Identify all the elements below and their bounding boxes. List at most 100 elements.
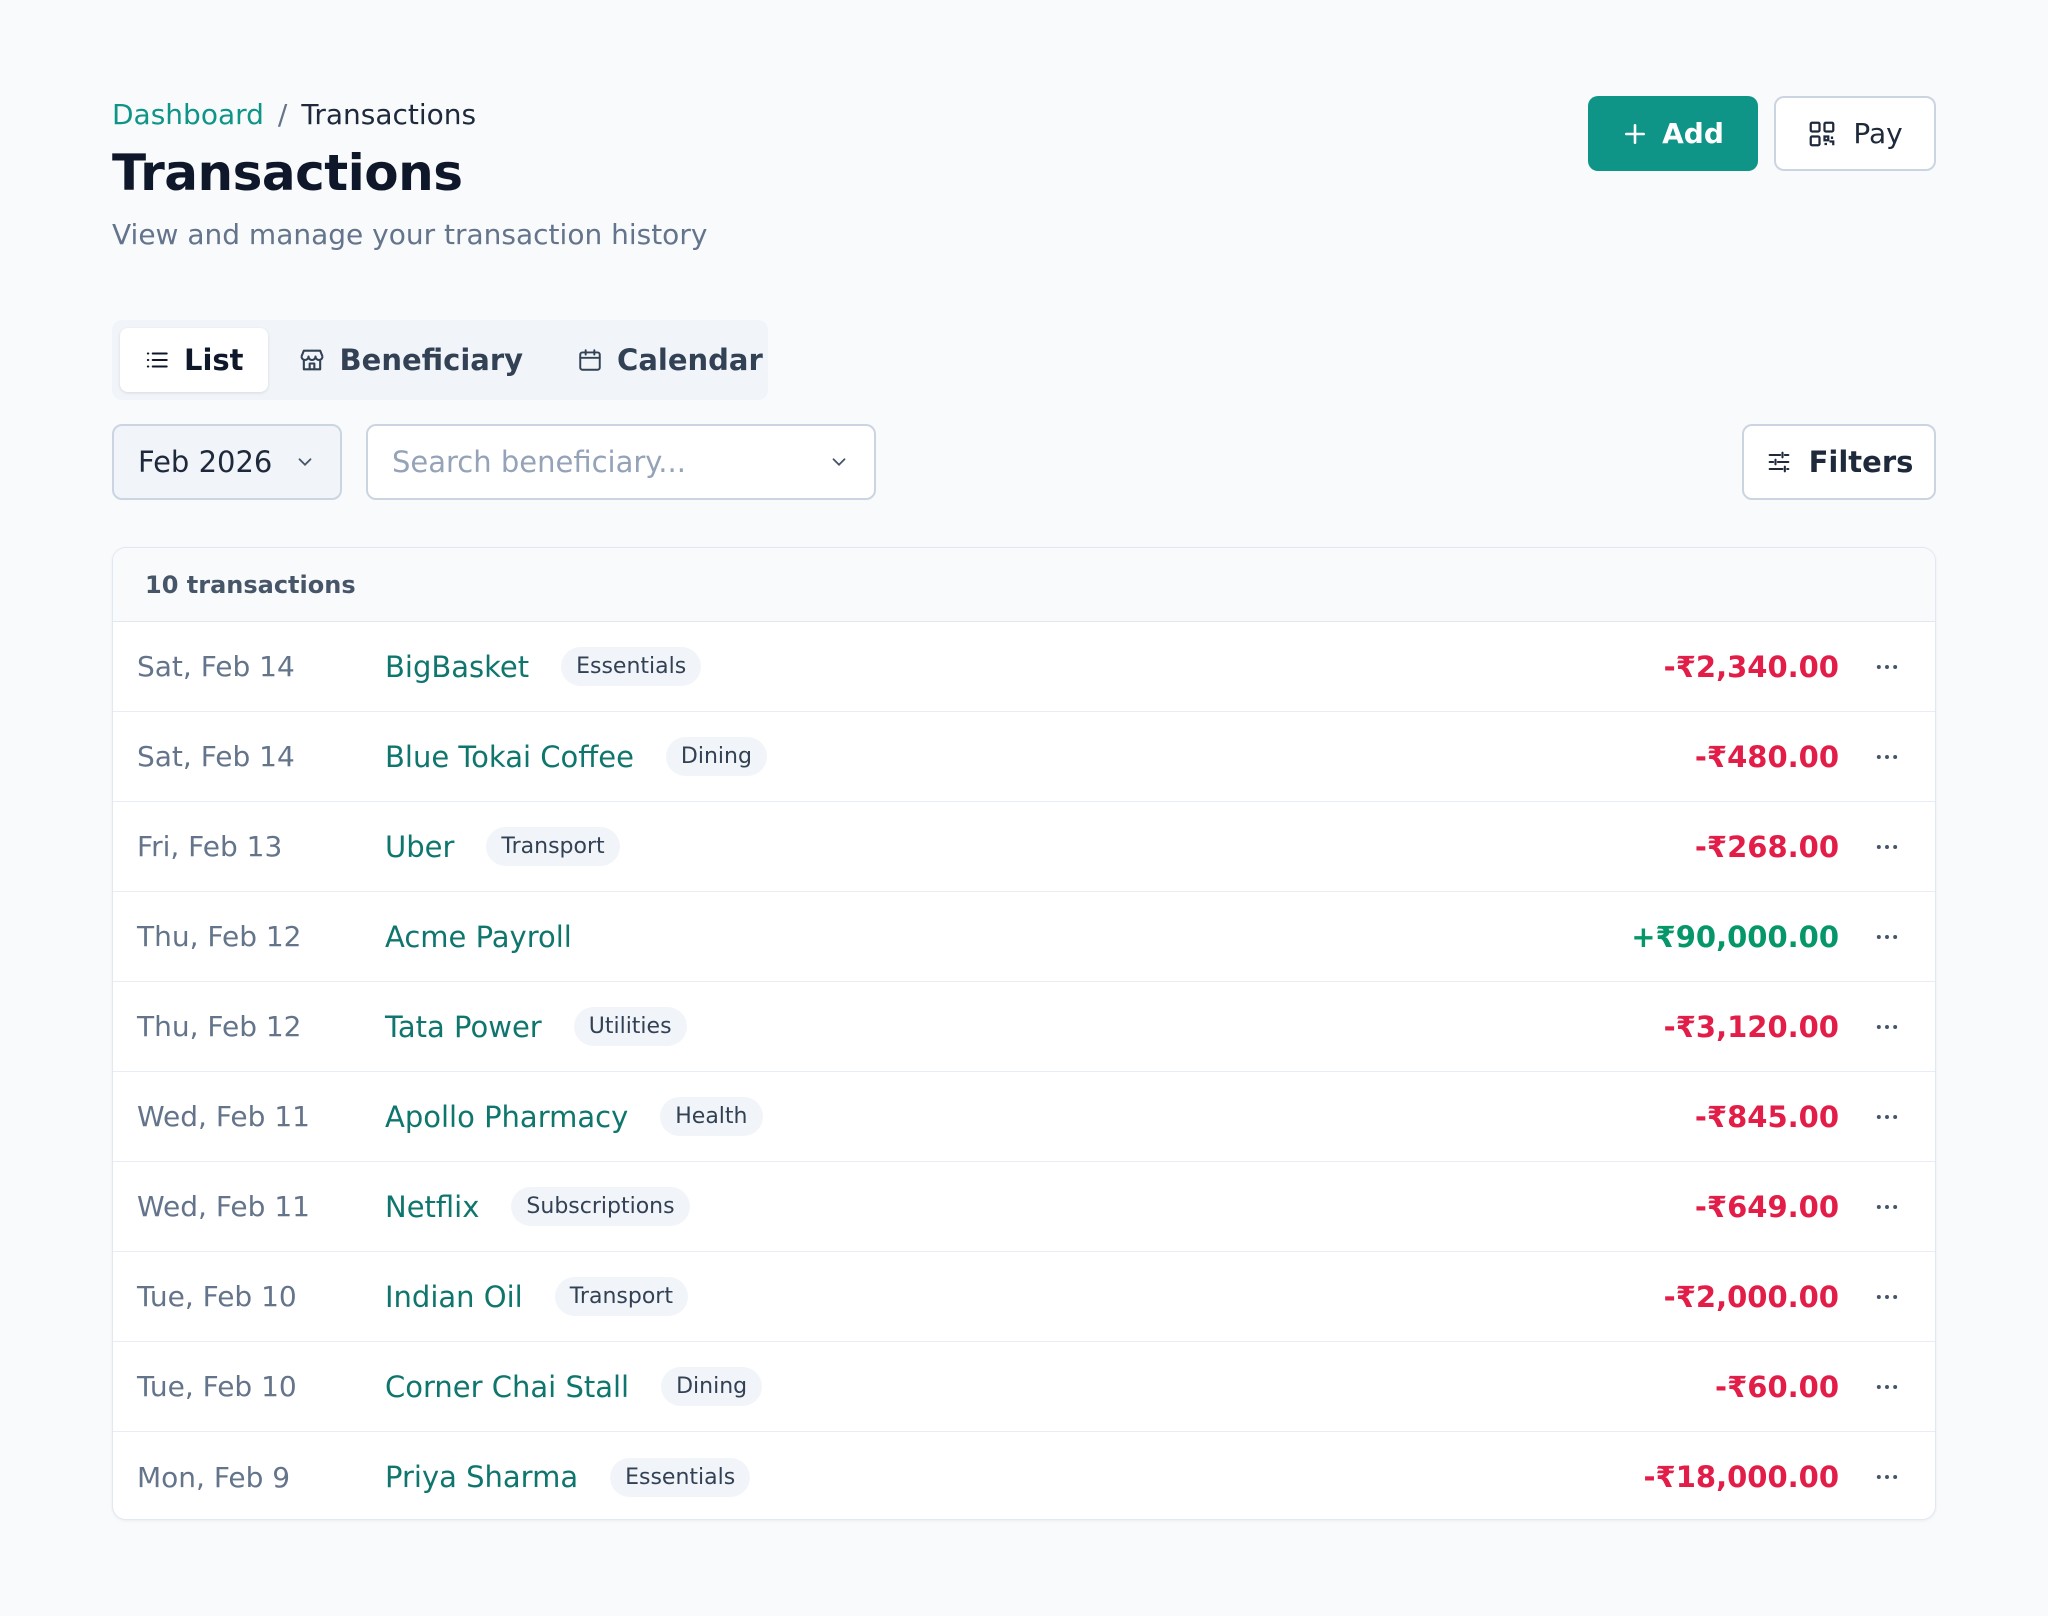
tab-calendar[interactable]: Calendar	[553, 328, 787, 392]
transaction-beneficiary: Apollo Pharmacy Health	[385, 1097, 763, 1136]
transaction-amount: -₹60.00	[1715, 1369, 1839, 1404]
row-menu-button[interactable]	[1867, 1457, 1907, 1497]
table-row[interactable]: Sat, Feb 14 BigBasket Essentials -₹2,340…	[113, 622, 1935, 712]
more-horizontal-icon	[1876, 664, 1898, 669]
table-row[interactable]: Mon, Feb 9 Priya Sharma Essentials -₹18,…	[113, 1432, 1935, 1519]
transaction-beneficiary: Acme Payroll	[385, 920, 572, 954]
pay-button[interactable]: Pay	[1774, 96, 1936, 171]
transaction-date: Fri, Feb 13	[137, 830, 283, 863]
category-tag: Health	[660, 1097, 763, 1136]
transaction-amount: -₹18,000.00	[1643, 1460, 1840, 1494]
transaction-date: Tue, Feb 10	[137, 1280, 297, 1313]
row-menu-button[interactable]	[1867, 647, 1907, 687]
transaction-date: Thu, Feb 12	[137, 920, 302, 953]
more-horizontal-icon	[1876, 1384, 1898, 1389]
tab-list-label: List	[184, 343, 244, 377]
beneficiary-link[interactable]: Corner Chai Stall	[385, 1369, 630, 1404]
category-tag: Essentials	[610, 1457, 751, 1497]
transaction-date: Thu, Feb 12	[137, 1010, 302, 1043]
list-icon	[146, 352, 168, 368]
row-menu-button[interactable]	[1867, 917, 1907, 957]
row-menu-button[interactable]	[1867, 1367, 1907, 1407]
transaction-amount: +₹90,000.00	[1631, 919, 1839, 954]
transaction-beneficiary: Uber Transport	[385, 827, 620, 866]
beneficiary-search-input[interactable]	[392, 445, 828, 479]
beneficiary-link[interactable]: Blue Tokai Coffee	[385, 739, 634, 774]
table-row[interactable]: Tue, Feb 10 Indian Oil Transport -₹2,000…	[113, 1252, 1935, 1342]
month-select[interactable]: Feb 2026	[112, 424, 342, 500]
tab-list[interactable]: List	[120, 328, 268, 392]
table-row[interactable]: Thu, Feb 12 Tata Power Utilities -₹3,120…	[113, 982, 1935, 1072]
category-tag: Dining	[665, 737, 767, 776]
breadcrumb-dashboard-link[interactable]: Dashboard	[112, 98, 264, 131]
category-tag: Dining	[661, 1367, 763, 1406]
transaction-date: Wed, Feb 11	[137, 1190, 310, 1223]
beneficiary-link[interactable]: BigBasket	[385, 649, 530, 684]
category-tag: Subscriptions	[511, 1187, 690, 1226]
table-row[interactable]: Thu, Feb 12 Acme Payroll +₹90,000.00	[113, 892, 1935, 982]
beneficiary-link[interactable]: Priya Sharma	[385, 1460, 579, 1494]
tab-beneficiary-label: Beneficiary	[339, 343, 524, 377]
row-menu-button[interactable]	[1867, 1187, 1907, 1227]
table-row[interactable]: Wed, Feb 11 Apollo Pharmacy Health -₹845…	[113, 1072, 1935, 1162]
transactions-table: 10 transactions Sat, Feb 14 BigBasket Es…	[112, 547, 1936, 1520]
beneficiary-link[interactable]: Netflix	[385, 1189, 480, 1224]
more-horizontal-icon	[1876, 1475, 1898, 1479]
beneficiary-link[interactable]: Indian Oil	[385, 1279, 523, 1314]
beneficiary-link[interactable]: Acme Payroll	[385, 919, 572, 954]
view-tabs: List Beneficiary Calendar	[112, 320, 768, 400]
breadcrumb-current: Transactions	[301, 98, 477, 131]
add-button[interactable]: Add	[1588, 96, 1758, 171]
month-select-value: Feb 2026	[138, 445, 273, 479]
category-tag: Transport	[486, 827, 620, 866]
beneficiary-link[interactable]: Apollo Pharmacy	[385, 1099, 629, 1134]
transaction-amount: -₹649.00	[1694, 1189, 1839, 1224]
transaction-beneficiary: Priya Sharma Essentials	[385, 1457, 751, 1497]
category-tag: Essentials	[561, 647, 702, 686]
row-menu-button[interactable]	[1867, 737, 1907, 777]
qr-code-icon	[1809, 121, 1835, 146]
transaction-beneficiary: Corner Chai Stall Dining	[385, 1367, 763, 1406]
row-menu-button[interactable]	[1867, 827, 1907, 867]
transaction-beneficiary: Blue Tokai Coffee Dining	[385, 737, 767, 776]
row-menu-button[interactable]	[1867, 1007, 1907, 1047]
more-horizontal-icon	[1876, 1294, 1898, 1299]
breadcrumb-separator: /	[277, 98, 288, 131]
transaction-date: Sat, Feb 14	[137, 740, 295, 773]
tab-beneficiary[interactable]: Beneficiary	[274, 328, 548, 392]
more-horizontal-icon	[1876, 1204, 1898, 1209]
chevron-down-icon[interactable]	[828, 451, 850, 473]
row-menu-button[interactable]	[1867, 1097, 1907, 1137]
pay-button-label: Pay	[1853, 117, 1903, 150]
transaction-amount: -₹2,000.00	[1663, 1279, 1839, 1314]
transaction-beneficiary: Netflix Subscriptions	[385, 1187, 690, 1226]
transaction-amount: -₹845.00	[1694, 1099, 1839, 1134]
transaction-amount: -₹480.00	[1694, 739, 1839, 774]
category-tag: Utilities	[573, 1007, 687, 1046]
row-menu-button[interactable]	[1867, 1277, 1907, 1317]
transaction-beneficiary: BigBasket Essentials	[385, 647, 702, 686]
more-horizontal-icon	[1876, 1114, 1898, 1119]
table-row[interactable]: Fri, Feb 13 Uber Transport -₹268.00	[113, 802, 1935, 892]
table-row[interactable]: Wed, Feb 11 Netflix Subscriptions -₹649.…	[113, 1162, 1935, 1252]
filters-button-label: Filters	[1808, 445, 1914, 479]
tab-calendar-label: Calendar	[617, 343, 763, 377]
table-row[interactable]: Sat, Feb 14 Blue Tokai Coffee Dining -₹4…	[113, 712, 1935, 802]
transaction-amount: -₹268.00	[1694, 829, 1839, 864]
more-horizontal-icon	[1876, 1024, 1898, 1029]
filters-button[interactable]: Filters	[1742, 424, 1936, 500]
table-row[interactable]: Tue, Feb 10 Corner Chai Stall Dining -₹6…	[113, 1342, 1935, 1432]
transaction-beneficiary: Indian Oil Transport	[385, 1277, 688, 1316]
plus-icon	[1625, 123, 1646, 144]
add-button-label: Add	[1662, 117, 1724, 150]
store-icon	[299, 349, 324, 371]
breadcrumb: Dashboard / Transactions	[112, 98, 476, 131]
transactions-count: 10 transactions	[113, 548, 1935, 622]
beneficiary-link[interactable]: Tata Power	[385, 1009, 542, 1044]
transaction-beneficiary: Tata Power Utilities	[385, 1007, 687, 1046]
sliders-icon	[1768, 451, 1789, 473]
beneficiary-link[interactable]: Uber	[385, 829, 455, 864]
page-subtitle: View and manage your transaction history	[112, 218, 708, 251]
transaction-date: Sat, Feb 14	[137, 650, 295, 683]
chevron-down-icon	[298, 458, 312, 467]
